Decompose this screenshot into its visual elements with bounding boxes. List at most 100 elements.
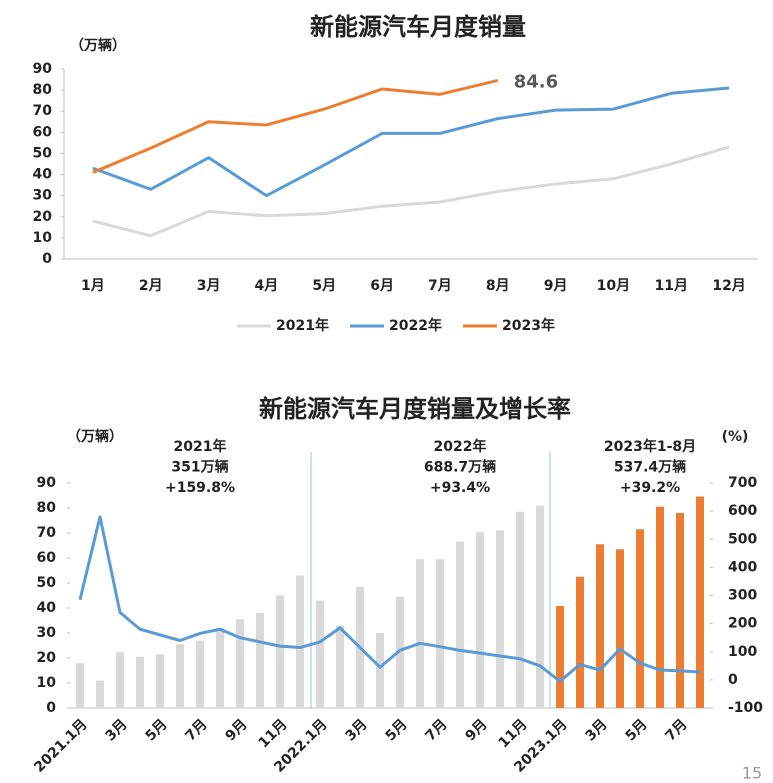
x-tick-label: 3月 <box>197 278 221 294</box>
bar <box>556 606 564 708</box>
y-tick-label: 80 <box>33 82 53 98</box>
y-tick-label: 10 <box>37 675 57 691</box>
x-tick-label: 9月 <box>463 716 491 744</box>
bar <box>116 651 124 708</box>
annotation: 2022年 <box>434 438 487 455</box>
bar <box>376 633 384 708</box>
bar <box>676 513 684 708</box>
y2-tick-label: -100 <box>728 700 763 716</box>
y-tick-label: 0 <box>42 251 52 267</box>
y2-tick-label: 0 <box>728 672 738 688</box>
y-tick-label: 20 <box>37 650 57 666</box>
y-tick-label: 90 <box>33 61 53 77</box>
y-tick-label: 70 <box>33 103 53 119</box>
bar <box>136 656 144 708</box>
x-tick-label: 1月 <box>81 278 105 294</box>
bar <box>456 541 464 708</box>
annotation: 688.7万辆 <box>424 459 496 476</box>
x-tick-label: 5月 <box>383 716 411 744</box>
annotation: 2021年 <box>174 438 227 455</box>
annotation: +39.2% <box>620 480 680 496</box>
x-tick-label: 2021.1月 <box>31 716 90 775</box>
y-axis-label: （万辆） <box>67 428 123 445</box>
y-tick-label: 0 <box>46 700 56 716</box>
y-tick-label: 90 <box>37 475 57 491</box>
bar <box>476 531 484 708</box>
annotation: +93.4% <box>430 480 490 496</box>
x-tick-label: 3月 <box>583 716 611 744</box>
bar <box>616 549 624 708</box>
line <box>78 515 701 683</box>
line <box>92 145 730 238</box>
x-tick-label: 11月 <box>655 278 688 294</box>
annotation: 2023年1-8月 <box>604 438 696 455</box>
x-tick-label: 11月 <box>256 716 291 751</box>
x-tick-label: 8月 <box>486 278 510 294</box>
x-tick-label: 10月 <box>597 278 630 294</box>
bar <box>96 680 104 708</box>
x-tick-label: 5月 <box>143 716 171 744</box>
bar <box>296 575 304 708</box>
y-tick-label: 60 <box>33 124 53 140</box>
x-tick-label: 5月 <box>623 716 651 744</box>
bar <box>416 559 424 708</box>
bar <box>256 613 264 708</box>
chart-title: 新能源汽车月度销量 <box>310 13 526 41</box>
bar <box>196 640 204 708</box>
line <box>92 86 730 198</box>
bar <box>496 530 504 708</box>
y-tick-label: 50 <box>33 145 53 161</box>
x-tick-label: 7月 <box>183 716 211 744</box>
bar <box>696 496 704 708</box>
bar <box>516 511 524 708</box>
x-tick-label: 9月 <box>223 716 251 744</box>
legend-label: 2021年 <box>276 317 329 334</box>
x-tick-label: 7月 <box>663 716 691 744</box>
y-tick-label: 30 <box>37 625 57 641</box>
bar <box>236 619 244 708</box>
y-tick-label: 60 <box>37 550 57 566</box>
y-tick-label: 20 <box>33 209 53 225</box>
bar <box>76 663 84 708</box>
x-tick-label: 7月 <box>423 716 451 744</box>
annotation: +159.8% <box>165 480 235 496</box>
bar <box>576 576 584 708</box>
y-tick-label: 30 <box>33 188 53 204</box>
annotation: 351万辆 <box>171 459 228 476</box>
y-tick-label: 40 <box>37 600 57 616</box>
y2-tick-label: 400 <box>728 559 757 575</box>
x-tick-label: 2月 <box>139 278 163 294</box>
y-tick-label: 10 <box>33 230 53 246</box>
annotation: 537.4万辆 <box>614 459 686 476</box>
bar <box>596 544 604 708</box>
x-tick-label: 11月 <box>496 716 531 751</box>
x-tick-label: 3月 <box>343 716 371 744</box>
y2-tick-label: 700 <box>728 475 757 491</box>
page-number: 15 <box>742 764 762 783</box>
y2-tick-label: 100 <box>728 644 757 660</box>
y2-tick-label: 300 <box>728 588 757 604</box>
bar <box>176 644 184 708</box>
y-tick-label: 70 <box>37 525 57 541</box>
x-tick-label: 12月 <box>712 278 745 294</box>
bar <box>316 600 324 708</box>
x-tick-label: 5月 <box>312 278 336 294</box>
data-label: 84.6 <box>514 71 558 92</box>
y2-tick-label: 200 <box>728 616 757 632</box>
y-axis-label: （万辆） <box>70 37 126 54</box>
legend-label: 2023年 <box>502 317 555 334</box>
y-tick-label: 40 <box>33 167 53 183</box>
bar <box>396 596 404 708</box>
bar <box>636 529 644 708</box>
bar <box>216 628 224 708</box>
x-tick-label: 9月 <box>544 278 568 294</box>
y2-axis-label: (%) <box>722 429 749 445</box>
bar <box>436 559 444 708</box>
legend-label: 2022年 <box>389 317 442 334</box>
bar <box>276 595 284 708</box>
x-tick-label: 6月 <box>370 278 394 294</box>
bar <box>656 506 664 708</box>
x-tick-label: 3月 <box>103 716 131 744</box>
x-tick-label: 4月 <box>255 278 279 294</box>
bar <box>156 654 164 708</box>
